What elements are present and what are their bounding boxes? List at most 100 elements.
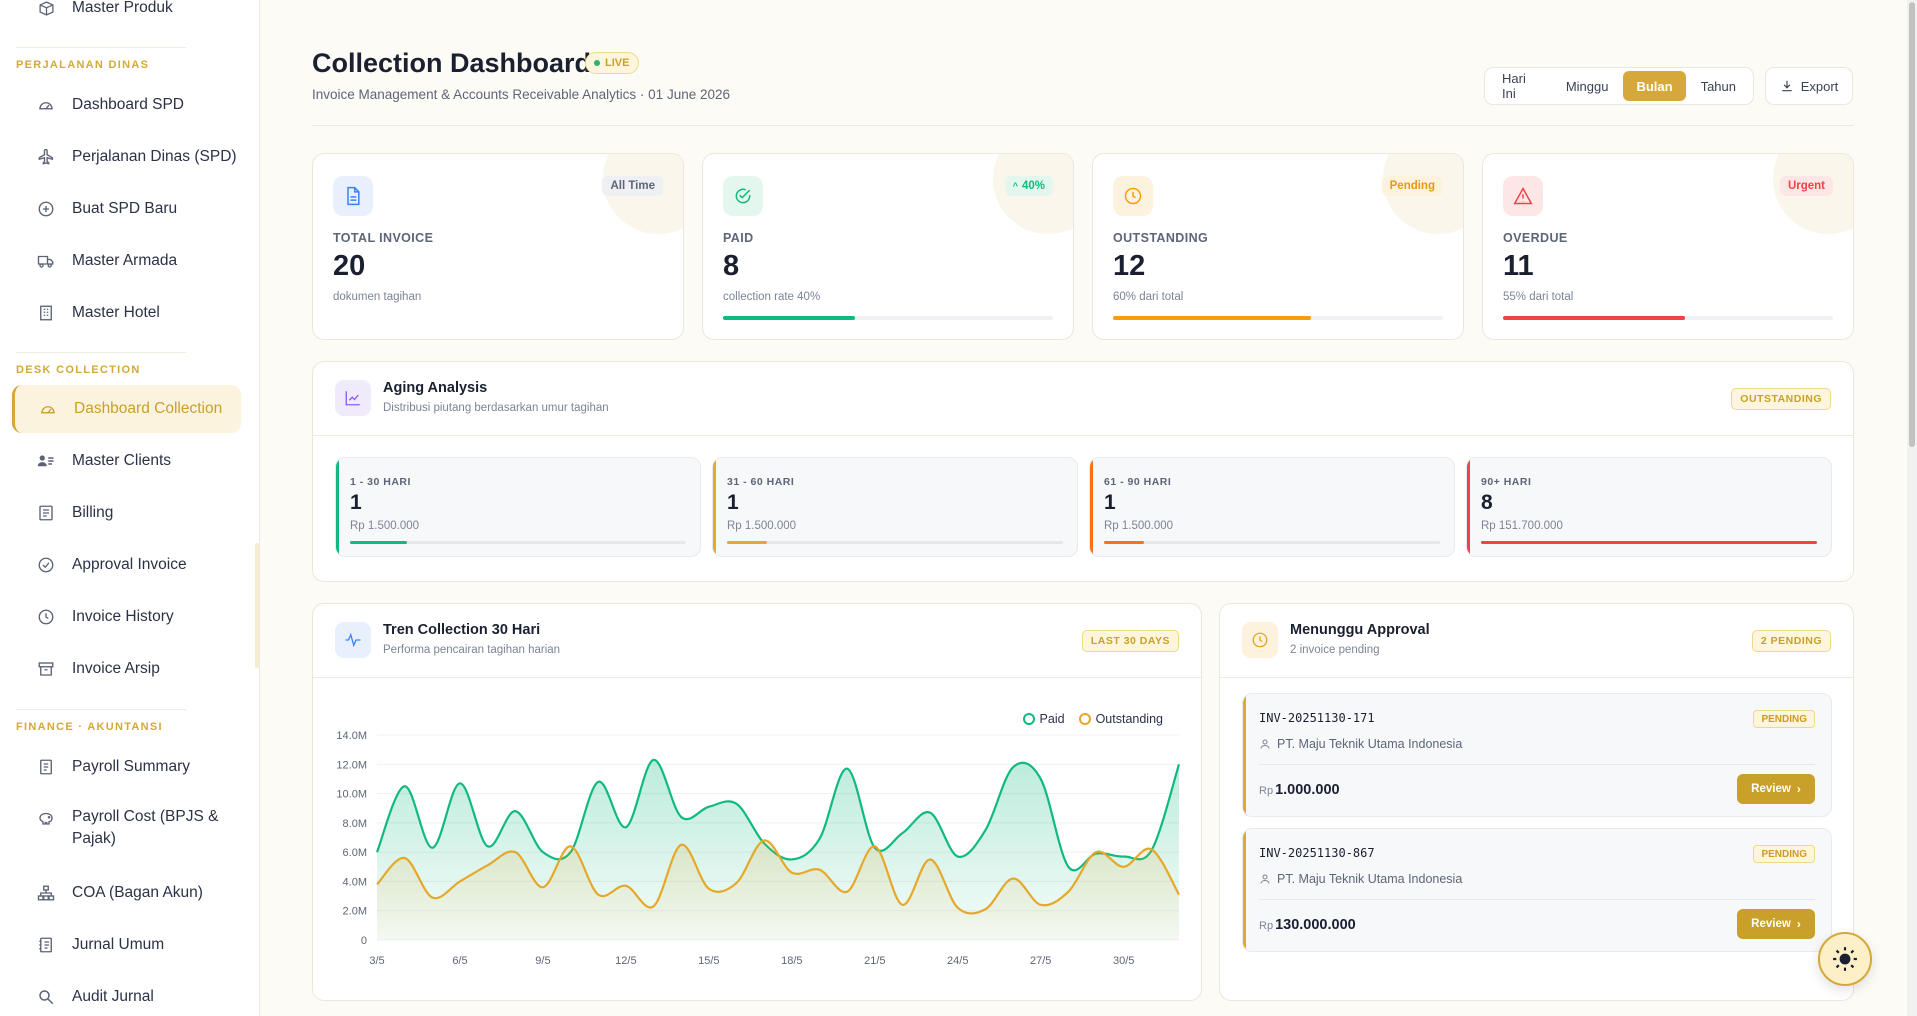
sidebar-item-label: Master Armada — [72, 252, 178, 269]
sidebar-item-master-armada[interactable]: Master Armada — [24, 237, 237, 285]
piggy-bank-icon — [36, 808, 56, 828]
bucket-amount: Rp 1.500.000 — [350, 520, 420, 532]
sidebar-item-dashboard-spd[interactable]: Dashboard SPD — [24, 81, 237, 129]
x-tick-label: 12/5 — [615, 955, 636, 967]
section-title: Tren Collection 30 Hari — [383, 622, 541, 638]
period-bulan[interactable]: Bulan — [1623, 71, 1686, 101]
sidebar-item-invoice-arsip[interactable]: Invoice Arsip — [24, 645, 237, 693]
header-divider — [312, 125, 1854, 126]
stat-badge: All Time — [602, 176, 663, 196]
check-circle-icon — [723, 176, 763, 216]
status-badge: PENDING — [1753, 845, 1815, 863]
y-tick-label: 8.0M — [343, 818, 367, 830]
stat-card-overdue: Urgent OVERDUE 11 55% dari total — [1482, 153, 1854, 340]
gauge-icon — [38, 399, 58, 419]
sidebar-item-buat-spd-baru[interactable]: Buat SPD Baru — [24, 185, 237, 233]
chart-legend: Paid Outstanding — [1022, 712, 1163, 726]
item-edge — [1243, 829, 1246, 951]
invoice-amount: Rp 130.000.000 — [1259, 917, 1356, 933]
x-tick-label: 9/5 — [535, 955, 550, 967]
bucket-edge — [1467, 458, 1470, 556]
sidebar-item-label: Audit Jurnal — [72, 988, 154, 1005]
sidebar-item-approval-invoice[interactable]: Approval Invoice — [24, 541, 237, 589]
progress-fill — [723, 316, 855, 320]
stat-label: OUTSTANDING — [1113, 231, 1209, 245]
sidebar-item-jurnal-umum[interactable]: Jurnal Umum — [24, 921, 237, 969]
sidebar-scrollbar[interactable] — [255, 543, 259, 668]
review-button[interactable]: Review › — [1737, 774, 1815, 804]
sidebar-item-payroll-summary[interactable]: Payroll Summary — [24, 743, 237, 791]
period-hari-ini[interactable]: Hari Ini — [1502, 71, 1526, 101]
sidebar-item-label: Payroll Cost (BPJS & Pajak) — [72, 808, 219, 847]
live-dot-icon — [594, 60, 600, 66]
page-scrollbar[interactable] — [1907, 0, 1917, 1016]
bucket-label: 1 - 30 HARI — [350, 476, 411, 488]
section-subtitle: 2 invoice pending — [1290, 644, 1380, 656]
sidebar-item-label: Invoice Arsip — [72, 660, 160, 677]
bucket-label: 31 - 60 HARI — [727, 476, 795, 488]
clock-icon — [1242, 622, 1278, 658]
section-subtitle: Distribusi piutang berdasarkan umur tagi… — [383, 402, 609, 414]
sidebar-item-label: Buat SPD Baru — [72, 200, 178, 217]
bucket-bar-fill — [1481, 541, 1817, 544]
sidebar-divider — [16, 47, 186, 48]
progress-fill — [1503, 316, 1685, 320]
item-divider — [1259, 899, 1815, 900]
legend-outstanding[interactable]: Outstanding — [1078, 712, 1163, 726]
sidebar-item-billing[interactable]: Billing — [24, 489, 237, 537]
section-subtitle: Performa pencairan tagihan harian — [383, 644, 561, 656]
trend-chart-card: Tren Collection 30 Hari Performa pencair… — [312, 603, 1202, 1001]
period-tahun[interactable]: Tahun — [1700, 78, 1736, 94]
review-button[interactable]: Review › — [1737, 909, 1815, 939]
sidebar-divider — [16, 709, 186, 710]
sidebar-item-invoice-history[interactable]: Invoice History — [24, 593, 237, 641]
progress-bar — [723, 316, 1053, 320]
download-icon — [1782, 80, 1792, 92]
sidebar-item-payroll-cost[interactable]: Payroll Cost (BPJS & Pajak) — [24, 804, 237, 860]
main-content: Collection Dashboard LIVE Invoice Manage… — [312, 0, 1854, 1016]
sidebar-item-label: Dashboard SPD — [72, 96, 185, 113]
export-button[interactable]: Export — [1765, 67, 1853, 105]
status-badge: PENDING — [1753, 710, 1815, 728]
bucket-bar — [1481, 541, 1817, 544]
truck-icon — [36, 251, 56, 271]
x-tick-label: 30/5 — [1113, 955, 1134, 967]
archive-icon — [36, 659, 56, 679]
legend-paid[interactable]: Paid — [1022, 712, 1065, 726]
section-title: Aging Analysis — [383, 380, 488, 396]
bucket-count: 1 — [727, 491, 739, 514]
invoice-number: INV-20251130-867 — [1259, 846, 1375, 860]
sidebar-item-label: Master Clients — [72, 452, 172, 469]
stat-label: PAID — [723, 231, 754, 245]
sidebar-item-audit-jurnal[interactable]: Audit Jurnal — [24, 973, 237, 1016]
invoice-amount: Rp 1.000.000 — [1259, 782, 1340, 798]
approval-card: Menunggu Approval 2 invoice pending 2 PE… — [1219, 603, 1854, 1001]
theme-toggle-button[interactable] — [1818, 932, 1872, 986]
bucket-bar — [1104, 541, 1440, 544]
invoice-number: INV-20251130-171 — [1259, 711, 1375, 725]
trend-chart: 0 2.0M 4.0M 6.0M 8.0M 10.0M 12.0M 14.0M 3/5 6/5 9/… — [336, 730, 1181, 967]
stat-note: 60% dari total — [1113, 291, 1184, 303]
sidebar-item-master-hotel[interactable]: Master Hotel — [24, 289, 237, 337]
sidebar-item-dashboard-collection[interactable]: Dashboard Collection — [12, 385, 241, 433]
progress-fill — [1113, 316, 1311, 320]
review-label: Review — [1751, 918, 1791, 930]
sidebar-item-coa[interactable]: COA (Bagan Akun) — [24, 869, 237, 917]
page-scrollbar-thumb[interactable] — [1909, 2, 1915, 447]
client-name: PT. Maju Teknik Utama Indonesia — [1259, 872, 1462, 886]
sun-icon — [1833, 947, 1857, 971]
stat-card-paid: ^ 40% PAID 8 collection rate 40% — [702, 153, 1074, 340]
bucket-bar-fill — [1104, 541, 1145, 544]
live-badge: LIVE — [585, 52, 640, 74]
sidebar-item-master-produk[interactable]: Master Produk — [24, 0, 237, 32]
x-tick-label: 24/5 — [947, 955, 968, 967]
sidebar-item-label: Invoice History — [72, 608, 174, 625]
stat-note: collection rate 40% — [723, 291, 821, 303]
series-line-outstanding — [376, 839, 1180, 915]
sidebar-item-label: Billing — [72, 504, 114, 521]
sidebar-item-master-clients[interactable]: Master Clients — [24, 437, 237, 485]
sidebar-item-perjalanan-dinas[interactable]: Perjalanan Dinas (SPD) — [24, 133, 237, 181]
receipt-icon — [36, 503, 56, 523]
sidebar-item-label: Approval Invoice — [72, 556, 187, 573]
period-minggu[interactable]: Minggu — [1565, 78, 1609, 94]
